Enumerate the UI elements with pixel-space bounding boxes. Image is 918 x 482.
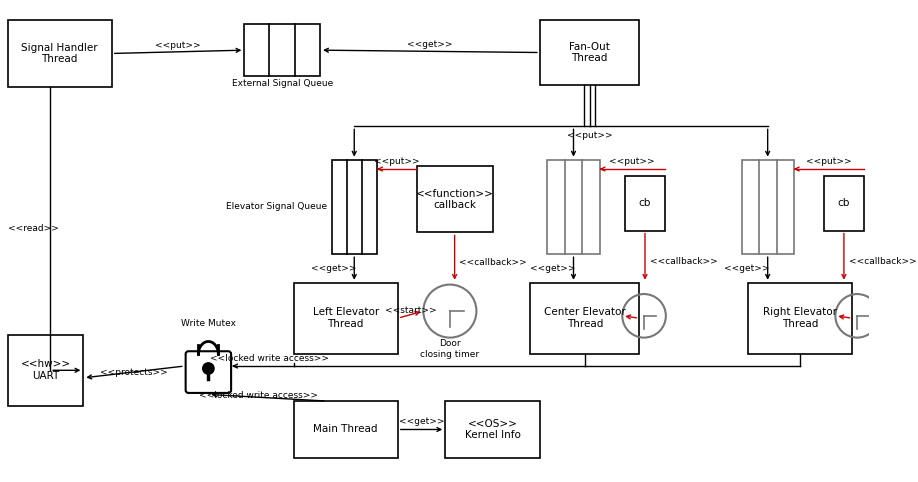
Text: <<hw>>
UART: <<hw>> UART [20,360,71,381]
Text: <<callback>>: <<callback>> [459,258,527,267]
Bar [445,401,540,458]
Text: Main Thread: Main Thread [313,425,378,434]
Text: <<callback>>: <<callback>> [650,257,718,266]
Text: <<start>>: <<start>> [385,306,436,315]
Bar [824,175,864,230]
Text: cb: cb [639,198,651,208]
Text: Fan-Out
Thread: Fan-Out Thread [569,42,610,63]
Text: Write Mutex: Write Mutex [181,319,236,328]
Text: <<protects>>: <<protects>> [100,368,168,376]
Text: <<locked write access>>: <<locked write access>> [210,354,330,363]
Text: <<put>>: <<put>> [566,132,612,140]
Text: Door
closing timer: Door closing timer [420,339,479,359]
Bar [244,24,320,76]
Bar [742,160,794,254]
Text: Signal Handler
Thread: Signal Handler Thread [21,43,98,64]
Text: <<put>>: <<put>> [610,157,655,166]
Text: Right Elevator
Thread: Right Elevator Thread [764,308,837,329]
Text: <<get>>: <<get>> [724,264,769,273]
Bar [547,160,599,254]
Text: <<get>>: <<get>> [310,264,356,273]
FancyBboxPatch shape [185,351,231,393]
Text: <<get>>: <<get>> [530,264,576,273]
Text: <<put>>: <<put>> [155,41,201,51]
Text: cb: cb [838,198,850,208]
Text: <<get>>: <<get>> [408,40,453,50]
Bar [294,401,397,458]
Bar [417,166,493,232]
Bar [331,160,377,254]
Circle shape [203,363,214,374]
Bar [540,20,639,85]
Text: <<get>>: <<get>> [398,417,444,427]
Bar [748,282,853,354]
Bar [7,20,112,87]
Text: <<put>>: <<put>> [374,157,420,166]
Text: <<function>>
callback: <<function>> callback [416,188,494,210]
Bar [7,335,84,406]
Text: <<OS>>
Kernel Info: <<OS>> Kernel Info [465,419,521,440]
Bar [294,282,397,354]
Bar [625,175,665,230]
Text: <<put>>: <<put>> [806,157,852,166]
Text: <<read>>: <<read>> [7,224,59,233]
Text: Left Elevator
Thread: Left Elevator Thread [313,308,379,329]
Text: Center Elevator
Thread: Center Elevator Thread [544,308,626,329]
Text: <<locked write access>>: <<locked write access>> [198,391,318,400]
Text: Elevator Signal Queue: Elevator Signal Queue [226,202,327,212]
Bar [531,282,639,354]
Text: External Signal Queue: External Signal Queue [231,79,333,88]
Text: <<callback>>: <<callback>> [848,257,916,266]
